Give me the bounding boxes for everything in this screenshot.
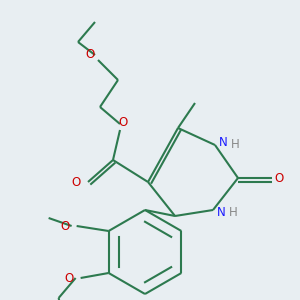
Text: O: O — [72, 176, 81, 188]
Text: O: O — [85, 49, 94, 62]
Text: O: O — [64, 272, 74, 284]
Text: N: N — [217, 206, 226, 218]
Text: O: O — [118, 116, 127, 128]
Text: H: H — [229, 206, 238, 220]
Text: H: H — [231, 137, 240, 151]
Text: O: O — [274, 172, 284, 184]
Text: O: O — [60, 220, 70, 232]
Text: N: N — [219, 136, 228, 149]
